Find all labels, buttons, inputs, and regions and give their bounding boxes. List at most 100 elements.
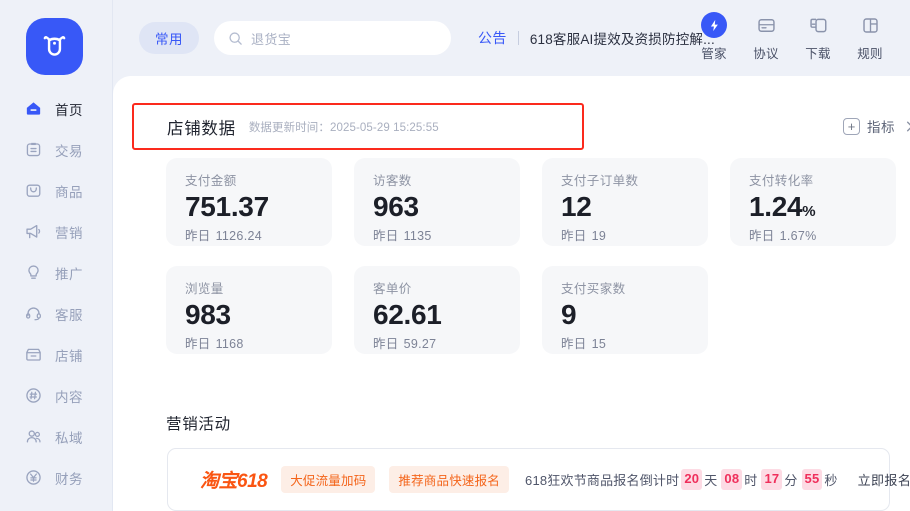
metric-prev-value: 59.27: [403, 337, 437, 352]
metric-card[interactable]: 支付转化率 1.24% 昨日 1.67%: [730, 158, 896, 246]
sidebar-item-promotion[interactable]: 推广: [0, 252, 113, 293]
sidebar-item-private-domain[interactable]: 私域: [0, 416, 113, 457]
metric-number: 9: [561, 299, 577, 330]
notice-divider: [517, 31, 519, 45]
action-agreement[interactable]: 协议: [740, 12, 792, 62]
metric-prev-label: 昨日: [185, 229, 211, 244]
yuan-circle-icon: [23, 467, 44, 488]
metric-unit: %: [802, 203, 816, 220]
action-label: 规则: [857, 47, 883, 61]
app-logo[interactable]: [26, 18, 83, 75]
promo-tag-signup: 推荐商品快速报名: [389, 466, 510, 493]
lightning-icon: [701, 12, 727, 38]
countdown-minutes: 17: [761, 469, 783, 490]
metric-prev-label: 昨日: [185, 337, 211, 352]
promo-banner[interactable]: 淘宝618 大促流量加码 推荐商品快速报名 618狂欢节商品报名倒计时 20 天…: [167, 448, 910, 511]
sidebar-item-marketing[interactable]: 营销: [0, 211, 113, 252]
sidebar-item-service[interactable]: 客服: [0, 293, 113, 334]
metric-prev-value: 1168: [215, 337, 244, 352]
metric-value: 963: [373, 190, 520, 224]
metric-card[interactable]: 支付买家数 9 昨日 15: [542, 266, 708, 354]
metric-value: 983: [185, 298, 332, 332]
sidebar-item-content[interactable]: 内容: [0, 375, 113, 416]
plus-icon: +: [843, 117, 860, 135]
metric-prev-label: 昨日: [373, 229, 399, 244]
metric-prev-label: 昨日: [561, 337, 587, 352]
users-icon: [23, 426, 44, 447]
metric-cards-row-1: 支付金额 751.37 昨日 1126.24 访客数 963 昨日 1135 支付子…: [166, 158, 896, 246]
hash-circle-icon: [23, 385, 44, 406]
content-panel: 店铺数据 数据更新时间：2025-05-29 15:25:55 + 指标 支付金…: [113, 76, 910, 511]
metric-card[interactable]: 支付金额 751.37 昨日 1126.24: [166, 158, 332, 246]
metric-prev-value: 19: [591, 229, 607, 244]
page-title: 店铺数据: [167, 119, 236, 138]
top-bar: 常用 退货宝 公告 618客服AI提效及资损防控解...: [113, 0, 910, 76]
countdown-minutes-unit: 分: [784, 473, 798, 488]
notice-banner[interactable]: 公告 618客服AI提效及资损防控解...: [478, 28, 715, 48]
metric-name: 客单价: [373, 282, 412, 296]
sidebar-item-label: 内容: [55, 389, 83, 405]
sidebar-item-label: 营销: [55, 225, 83, 241]
metric-prev-value: 1.67%: [779, 229, 817, 244]
metric-name: 支付子订单数: [561, 174, 639, 188]
metric-cards-row-2: 浏览量 983 昨日 1168 客单价 62.61 昨日 59.27 支付买家数 9…: [166, 266, 708, 354]
notice-label[interactable]: 公告: [478, 30, 507, 46]
promo-brand-label: 淘宝618: [200, 471, 268, 492]
countdown-seconds-unit: 秒: [824, 473, 838, 488]
metric-name: 支付金额: [185, 174, 237, 188]
countdown-hours: 08: [721, 469, 743, 490]
sidebar-item-label: 商品: [55, 184, 83, 200]
promo-tag-traffic: 大促流量加码: [281, 466, 376, 493]
sidebar-item-label: 客服: [55, 307, 83, 323]
metric-prev: 昨日 15: [561, 333, 708, 352]
metric-value: 9: [561, 298, 708, 332]
bag-icon: [23, 180, 44, 201]
metric-prev-label: 昨日: [561, 229, 587, 244]
download-window-icon: [805, 12, 831, 38]
action-label: 下载: [805, 47, 831, 61]
metric-number: 983: [185, 299, 231, 330]
metric-prev-label: 昨日: [373, 337, 399, 352]
home-icon: [23, 98, 44, 119]
metric-card[interactable]: 浏览量 983 昨日 1168: [166, 266, 332, 354]
sidebar-item-finance[interactable]: 财务: [0, 457, 113, 498]
countdown-hours-unit: 时: [744, 473, 758, 488]
sidebar-item-label: 交易: [55, 143, 83, 159]
sidebar-item-label: 财务: [55, 471, 83, 487]
metric-number: 12: [561, 191, 592, 222]
bulb-icon: [23, 262, 44, 283]
metric-value: 751.37: [185, 190, 332, 224]
common-tab-chip[interactable]: 常用: [139, 22, 199, 54]
metric-prev: 昨日 59.27: [373, 333, 520, 352]
metric-prev: 昨日 1135: [373, 225, 520, 244]
search-value: 退货宝: [251, 31, 292, 47]
indicator-settings-button[interactable]: + 指标: [843, 116, 910, 136]
countdown-prefix: 618狂欢节商品报名倒计时: [525, 473, 680, 488]
metric-name: 支付转化率: [749, 174, 814, 188]
metric-value: 1.24%: [749, 190, 896, 224]
headset-icon: [23, 303, 44, 324]
action-download[interactable]: 下载: [792, 12, 844, 62]
ox-head-logo-icon: [26, 18, 83, 75]
sidebar-nav: 首页 交易 商品: [0, 88, 113, 498]
sidebar-item-label: 私域: [55, 430, 83, 446]
sidebar-item-shop[interactable]: 店铺: [0, 334, 113, 375]
metric-card[interactable]: 访客数 963 昨日 1135: [354, 158, 520, 246]
promo-signup-button[interactable]: 立即报名: [857, 473, 910, 488]
action-butler[interactable]: 管家: [688, 12, 740, 62]
metric-prev-value: 1126.24: [215, 229, 262, 244]
metric-card[interactable]: 支付子订单数 12 昨日 19: [542, 158, 708, 246]
search-input[interactable]: 退货宝: [214, 21, 451, 55]
action-rules[interactable]: 规则: [844, 12, 896, 62]
metric-prev-label: 昨日: [749, 229, 775, 244]
megaphone-icon: [23, 221, 44, 242]
sidebar-item-home[interactable]: 首页: [0, 88, 113, 129]
shop-data-header-highlight: 店铺数据 数据更新时间：2025-05-29 15:25:55: [132, 103, 584, 150]
metric-number: 963: [373, 191, 419, 222]
sidebar-item-product[interactable]: 商品: [0, 170, 113, 211]
sidebar-item-trade[interactable]: 交易: [0, 129, 113, 170]
metric-prev: 昨日 19: [561, 225, 708, 244]
countdown-days: 20: [681, 469, 703, 490]
sidebar-item-label: 首页: [55, 102, 83, 118]
metric-card[interactable]: 客单价 62.61 昨日 59.27: [354, 266, 520, 354]
